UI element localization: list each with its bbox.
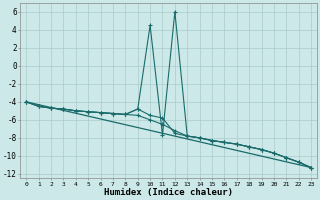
X-axis label: Humidex (Indice chaleur): Humidex (Indice chaleur) xyxy=(104,188,233,197)
